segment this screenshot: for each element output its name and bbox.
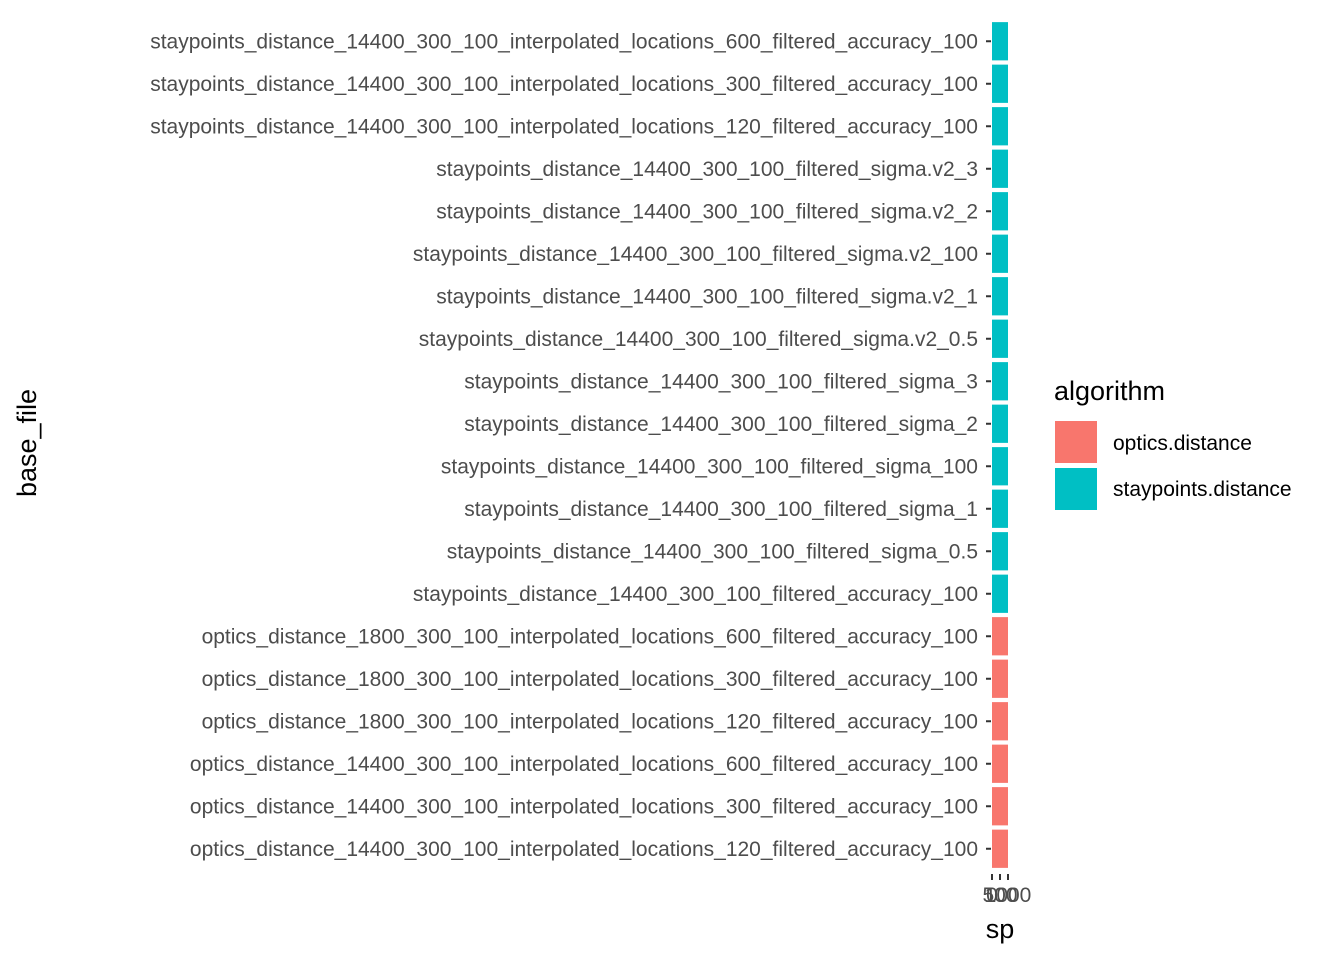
y-tick-label: staypoints_distance_14400_300_100_filter… [436, 200, 978, 223]
y-tick-label: optics_distance_1800_300_100_interpolate… [202, 668, 978, 691]
legend-label-optics-distance: optics.distance [1113, 432, 1252, 455]
x-axis-title: sp [986, 914, 1015, 944]
y-tick-label: staypoints_distance_14400_300_100_filter… [436, 285, 978, 308]
bar-staypoints-distance-14400-300-100-filtered-sigma-v2-100 [992, 234, 1008, 273]
y-axis-title: base_file [12, 389, 42, 497]
y-tick-label: staypoints_distance_14400_300_100_filter… [464, 498, 978, 521]
y-tick-label: optics_distance_14400_300_100_interpolat… [190, 753, 978, 776]
bar-staypoints-distance-14400-300-100-filtered-sigma-v2-0-5 [992, 319, 1008, 358]
x-tick-label: 0 [986, 884, 998, 907]
y-tick-label: staypoints_distance_14400_300_100_interp… [150, 30, 978, 53]
y-tick-label: staypoints_distance_14400_300_100_interp… [150, 73, 978, 96]
bar-staypoints-distance-14400-300-100-filtered-sigma-v2-1 [992, 277, 1008, 316]
bar-staypoints-distance-14400-300-100-filtered-sigma-v2-3 [992, 149, 1008, 188]
bar-staypoints-distance-14400-300-100-interpolated-locations-600-filtered-accuracy-100 [992, 22, 1008, 61]
bar-staypoints-distance-14400-300-100-filtered-sigma-3 [992, 362, 1008, 401]
y-tick-label: staypoints_distance_14400_300_100_filter… [436, 158, 978, 181]
x-tick-label: 1000 [985, 884, 1032, 907]
legend-title: algorithm [1054, 376, 1165, 406]
y-tick-label: staypoints_distance_14400_300_100_filter… [464, 370, 978, 393]
bar-staypoints-distance-14400-300-100-filtered-sigma-2 [992, 404, 1008, 443]
bar-optics-distance-1800-300-100-interpolated-locations-300-filtered-accuracy-100 [992, 659, 1008, 698]
bar-staypoints-distance-14400-300-100-interpolated-locations-120-filtered-accuracy-100 [992, 107, 1008, 146]
legend-label-staypoints-distance: staypoints.distance [1113, 478, 1292, 501]
bar-staypoints-distance-14400-300-100-filtered-sigma-100 [992, 447, 1008, 486]
y-tick-label: optics_distance_1800_300_100_interpolate… [202, 625, 978, 648]
bar-optics-distance-14400-300-100-interpolated-locations-120-filtered-accuracy-100 [992, 829, 1008, 868]
y-tick-label: optics_distance_14400_300_100_interpolat… [190, 795, 978, 818]
legend-key-staypoints-distance [1055, 468, 1097, 510]
y-tick-label: staypoints_distance_14400_300_100_filter… [441, 455, 978, 478]
bar-staypoints-distance-14400-300-100-interpolated-locations-300-filtered-accuracy-100 [992, 64, 1008, 103]
legend: algorithm optics.distance staypoints.dis… [1054, 376, 1292, 510]
y-tick-label: optics_distance_14400_300_100_interpolat… [190, 838, 978, 861]
y-tick-label: staypoints_distance_14400_300_100_filter… [413, 243, 978, 266]
bar-optics-distance-1800-300-100-interpolated-locations-600-filtered-accuracy-100 [992, 617, 1008, 656]
bar-optics-distance-1800-300-100-interpolated-locations-120-filtered-accuracy-100 [992, 702, 1008, 741]
x-tick-label: 500 [982, 884, 1017, 907]
x-axis-ticks [991, 874, 1009, 880]
bar-staypoints-distance-14400-300-100-filtered-sigma-1 [992, 489, 1008, 528]
bar-staypoints-distance-14400-300-100-filtered-sigma-0-5 [992, 532, 1008, 571]
bar-staypoints-distance-14400-300-100-filtered-sigma-v2-2 [992, 192, 1008, 231]
y-tick-label: staypoints_distance_14400_300_100_filter… [464, 413, 978, 436]
bar-staypoints-distance-14400-300-100-filtered-accuracy-100 [992, 574, 1008, 613]
y-tick-label: staypoints_distance_14400_300_100_interp… [150, 115, 978, 138]
y-axis-ticks [986, 40, 991, 850]
y-tick-label: optics_distance_1800_300_100_interpolate… [202, 710, 978, 733]
y-axis-tick-labels: optics_distance_14400_300_100_interpolat… [150, 30, 978, 861]
legend-key-optics-distance [1055, 421, 1097, 463]
bar-optics-distance-14400-300-100-interpolated-locations-300-filtered-accuracy-100 [992, 787, 1008, 826]
bar-optics-distance-14400-300-100-interpolated-locations-600-filtered-accuracy-100 [992, 744, 1008, 783]
y-tick-label: staypoints_distance_14400_300_100_filter… [413, 583, 978, 606]
bars-layer [992, 22, 1008, 868]
y-tick-label: staypoints_distance_14400_300_100_filter… [419, 328, 978, 351]
y-tick-label: staypoints_distance_14400_300_100_filter… [447, 540, 978, 563]
